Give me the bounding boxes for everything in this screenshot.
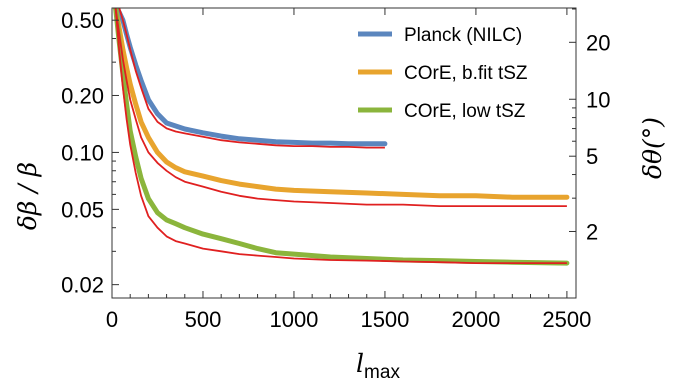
y-right-tick-label: 10 [586,87,610,112]
series-line-1 [113,8,570,200]
legend-label-2: COrE, low tSZ [404,101,526,122]
x-tick-label: 1000 [269,307,318,332]
x-tick-label: 2000 [451,307,500,332]
series-line-2 [113,8,570,266]
overlay-line-2 [114,8,567,264]
y-right-tick-label: 2 [586,219,598,244]
y-tick-label: 0.10 [61,140,104,165]
y-tick-label: 0.20 [61,83,104,108]
series-line-0 [113,8,388,147]
axes: 0 500 1000 1500 2000 2500 0.50 0.20 0.10 0.05 0.02… [61,7,610,332]
plot-area [113,8,570,266]
y-right-tick-label: 20 [586,30,610,55]
legend-label-0: Planck (NILC) [404,25,522,46]
y-axis-label: δβ / β [13,162,42,230]
x-axis-label: lmax [356,349,400,383]
x-tick-label: 2500 [542,307,591,332]
overlay-line-0 [118,8,385,149]
y-right-tick-label: 5 [586,144,598,169]
plot-frame [111,7,577,299]
y-axis-right-label: δθ(°) [638,117,667,179]
x-tick-label: 500 [185,307,222,332]
x-tick-label: 1500 [360,307,409,332]
legend: Planck (NILC) COrE, b.fit tSZ COrE, low tS… [358,25,528,122]
y-tick-label: 0.02 [61,273,104,298]
y-tick-label: 0.50 [61,8,104,33]
y-tick-label: 0.05 [61,197,104,222]
legend-label-1: COrE, b.fit tSZ [404,63,528,84]
x-tick-label: 0 [106,307,118,332]
overlay-line-1 [114,8,567,207]
